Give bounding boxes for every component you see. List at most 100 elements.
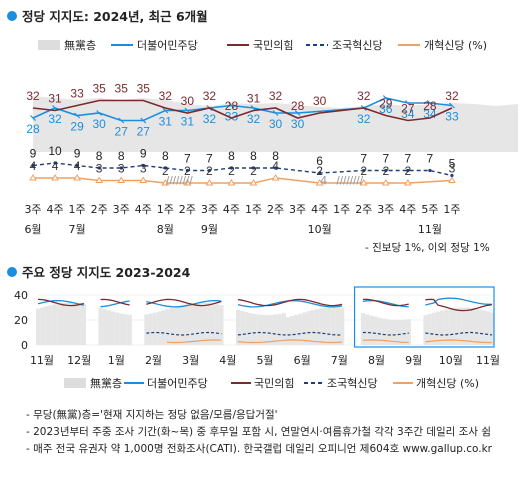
x-week-label: 4주 bbox=[399, 203, 416, 216]
reform-value-label: 3 bbox=[96, 162, 103, 176]
nopref-bar bbox=[481, 310, 486, 345]
nopref-bar bbox=[319, 308, 324, 345]
reform-value-label: 2 bbox=[162, 164, 169, 178]
mini-ppp-line bbox=[37, 298, 493, 312]
nopref-bar bbox=[335, 307, 341, 345]
reform-point bbox=[448, 176, 456, 183]
dp-value-label: 27 bbox=[137, 125, 151, 139]
ppp-value-label: 33 bbox=[70, 87, 84, 101]
reform-point bbox=[117, 176, 126, 183]
reform-value-label: 2 bbox=[250, 164, 257, 178]
section1-title: 정당 지지도: 2024년, 최근 6개월 bbox=[22, 9, 208, 24]
legend-reform-label: 개혁신당 (%) bbox=[424, 39, 487, 52]
dp-value-label: 31 bbox=[181, 115, 195, 129]
x-month-label: 11월 bbox=[418, 223, 442, 236]
reform-value-label: 3 bbox=[118, 162, 125, 176]
reform-point bbox=[315, 179, 324, 186]
dp-point bbox=[162, 107, 169, 114]
nopref-bar bbox=[331, 307, 336, 345]
dp-point bbox=[449, 102, 455, 109]
dp-point bbox=[30, 115, 36, 121]
nopref-bar bbox=[36, 308, 41, 345]
rebuild-point bbox=[428, 168, 432, 173]
nopref-bar bbox=[294, 314, 299, 345]
x-week-label: 2주 bbox=[179, 203, 196, 216]
dp-point bbox=[140, 117, 147, 124]
ppp-value-label: 31 bbox=[48, 92, 62, 106]
nopref-bar bbox=[202, 302, 207, 345]
nopref-bar bbox=[240, 311, 245, 345]
dp-point bbox=[96, 110, 103, 116]
mini-x-month-label: 2월 bbox=[145, 354, 162, 367]
reform-point bbox=[95, 176, 104, 183]
title-dot-icon-2 bbox=[7, 267, 17, 277]
nopref-bar bbox=[265, 314, 270, 345]
footnote-1: - 무당(無黨)층='현재 지지하는 정당 없음/모름/응답거절' bbox=[26, 409, 278, 421]
nopref-bar bbox=[377, 317, 382, 345]
reform-value-label: 2 bbox=[360, 164, 367, 178]
reform-point bbox=[205, 179, 214, 186]
mini-x-month-label: 9월 bbox=[405, 354, 422, 367]
rebuild-point bbox=[141, 163, 145, 168]
nopref-bar bbox=[77, 303, 82, 345]
dp-value-label: 32 bbox=[203, 112, 217, 126]
rebuild-value-label: 9 bbox=[30, 147, 37, 161]
nopref-bar bbox=[210, 303, 216, 345]
nopref-bar bbox=[110, 311, 116, 345]
rebuild-value-label: 9 bbox=[140, 147, 147, 161]
mini-x-month-label: 1월 bbox=[108, 354, 125, 367]
ppp-value-label: 28 bbox=[423, 99, 437, 113]
nopref-bar bbox=[290, 315, 295, 345]
reform-point bbox=[51, 174, 59, 181]
ppp-value-label: 31 bbox=[247, 92, 261, 106]
nopref-bar bbox=[60, 302, 66, 345]
dp-point bbox=[228, 102, 235, 109]
rebuild-value-label: 9 bbox=[74, 147, 81, 161]
nopref-bar bbox=[431, 312, 436, 345]
footnote-3: - 매주 전국 유권자 약 1,000명 전화조사(CATI). 한국갤럽 데일… bbox=[26, 443, 492, 455]
ppp-value-label: 32 bbox=[26, 89, 40, 103]
rebuild-point bbox=[31, 163, 35, 168]
legend2-nopref-label: 無黨층 bbox=[90, 376, 122, 390]
rebuild-point bbox=[97, 166, 101, 170]
x-week-label: 3주 bbox=[24, 203, 41, 216]
mini-rebuild-line bbox=[146, 331, 493, 336]
legend-bottom: 無黨층 더불어민주당 국민의힘 조국혁신당 개혁신당 (%) bbox=[64, 376, 479, 390]
rebuild-point bbox=[207, 168, 211, 173]
nopref-bar bbox=[310, 310, 316, 345]
nopref-bar bbox=[173, 306, 178, 345]
nopref-bar bbox=[69, 302, 74, 345]
nopref-bar bbox=[298, 313, 303, 345]
dp-value-label: 34 bbox=[401, 107, 415, 121]
dp-value-label: 31 bbox=[159, 115, 173, 129]
nopref-bar bbox=[127, 314, 132, 345]
reform-point bbox=[73, 174, 81, 181]
nopref-bar bbox=[469, 307, 474, 345]
nopref-bar bbox=[73, 302, 78, 345]
nopref-bar bbox=[144, 314, 149, 345]
nopref-bar bbox=[198, 302, 203, 345]
nopref-bar bbox=[260, 314, 266, 345]
mini-x-month-label: 4월 bbox=[219, 354, 236, 367]
nopref-bar bbox=[169, 308, 174, 345]
rebuild-point bbox=[251, 166, 256, 170]
nopref-bar bbox=[473, 308, 478, 345]
y-tick-label: 20 bbox=[14, 314, 28, 327]
mini-x-month-label: 11월 bbox=[476, 354, 500, 367]
dp-value-label: 33 bbox=[445, 110, 459, 124]
mini-x-month-label: 6월 bbox=[294, 354, 311, 367]
nopref-bar bbox=[115, 312, 120, 345]
nopref-bar bbox=[219, 305, 224, 345]
mini-x-month-label: 10월 bbox=[439, 354, 463, 367]
reform-value-label: 2 bbox=[382, 164, 389, 178]
nopref-bar bbox=[465, 307, 470, 345]
reform-value-label: 4 bbox=[74, 159, 81, 173]
legend2-nopref-swatch bbox=[64, 378, 86, 388]
x-week-label: 1주 bbox=[443, 203, 460, 216]
nopref-bar bbox=[152, 312, 157, 345]
reform-annotation: 4 bbox=[320, 174, 327, 188]
x-week-label: 4주 bbox=[46, 203, 63, 216]
x-month-label: 8월 bbox=[157, 223, 174, 236]
